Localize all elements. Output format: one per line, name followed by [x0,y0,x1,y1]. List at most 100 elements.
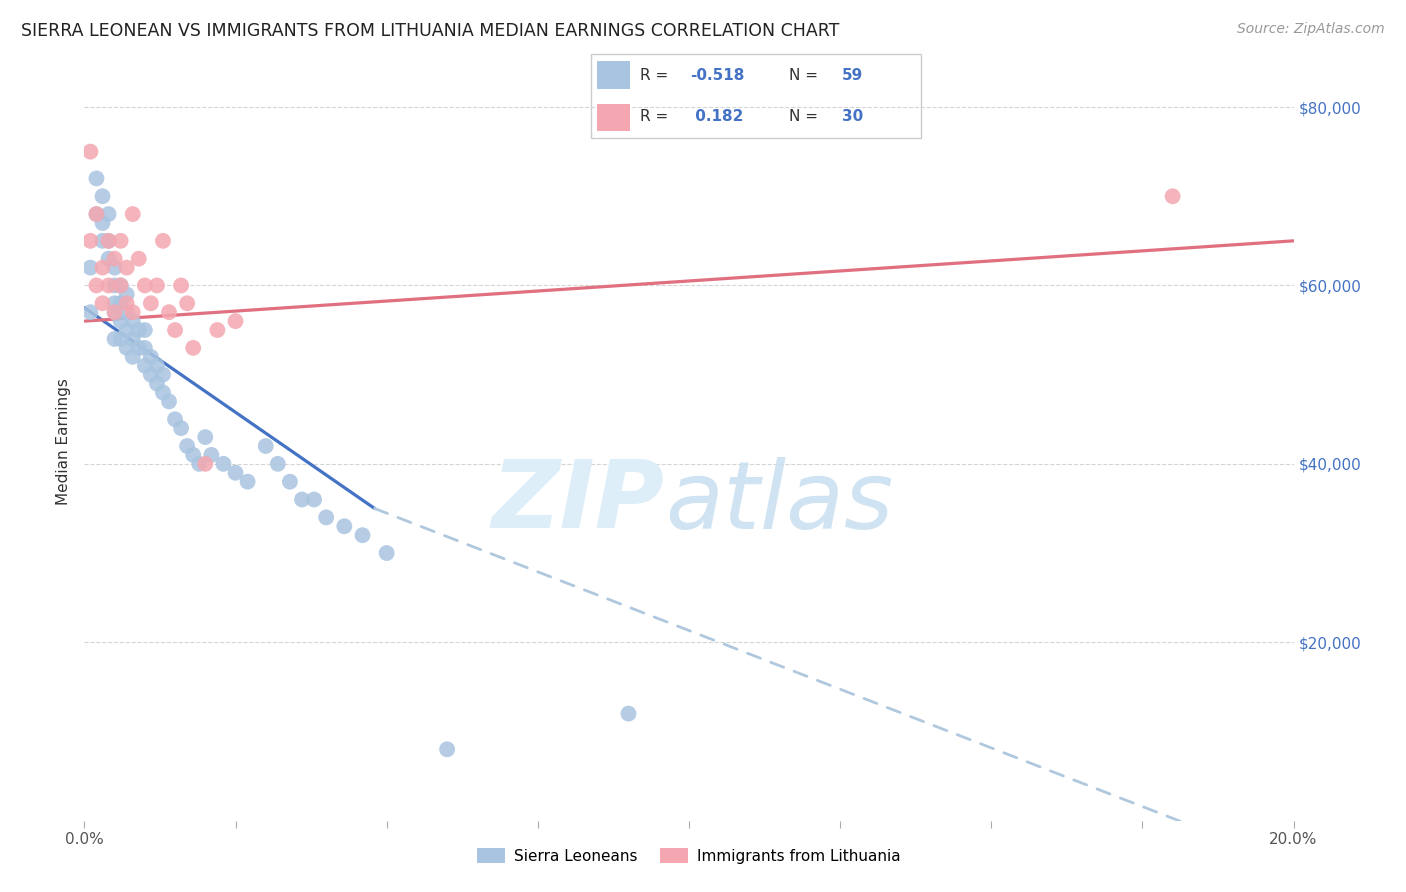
Point [115,296,138,310]
Point [436,742,458,756]
Point [176,439,198,453]
Point [79,234,101,248]
Point [165,412,187,426]
Point [115,260,138,275]
Point [375,546,398,560]
Point [134,359,156,373]
Point [86,207,108,221]
Point [110,314,132,328]
Text: 30: 30 [842,109,863,124]
Point [97,207,120,221]
Point [91,234,114,248]
Point [157,394,180,409]
Point [128,323,150,337]
Point [104,305,127,319]
Point [152,234,174,248]
Bar [598,62,630,89]
Point [188,457,211,471]
Point [115,305,138,319]
Point [110,296,132,310]
Point [170,278,193,293]
Point [104,278,127,293]
Point [134,278,156,293]
Point [115,323,138,337]
Point [212,457,235,471]
Point [181,448,204,462]
Point [79,260,101,275]
Text: ZIP: ZIP [492,456,665,549]
Point [104,296,127,310]
Point [104,260,127,275]
Point [146,278,169,293]
Point [86,207,108,221]
Legend: Sierra Leoneans, Immigrants from Lithuania: Sierra Leoneans, Immigrants from Lithuan… [471,842,907,870]
Point [225,314,247,328]
Point [97,234,120,248]
Text: N =: N = [789,68,823,83]
Text: Source: ZipAtlas.com: Source: ZipAtlas.com [1237,22,1385,37]
Point [104,332,127,346]
Point [121,332,143,346]
Point [79,145,101,159]
Text: R =: R = [640,68,673,83]
Point [121,314,143,328]
Text: -0.518: -0.518 [690,68,744,83]
Point [207,323,229,337]
Point [146,376,169,391]
Point [194,457,217,471]
Point [315,510,337,524]
Point [267,457,290,471]
Point [110,278,132,293]
Point [157,305,180,319]
Point [110,234,132,248]
Point [194,430,217,444]
Point [176,296,198,310]
Point [121,207,143,221]
Text: R =: R = [640,109,673,124]
Point [302,492,325,507]
Point [170,421,193,435]
Point [128,341,150,355]
Point [352,528,374,542]
Point [225,466,247,480]
Point [1161,189,1184,203]
Text: N =: N = [789,109,823,124]
Text: 59: 59 [842,68,863,83]
Point [200,448,222,462]
Point [91,296,114,310]
Point [181,341,204,355]
Point [278,475,301,489]
Text: atlas: atlas [665,457,893,548]
Point [236,475,259,489]
Point [134,341,156,355]
Point [139,296,162,310]
Text: SIERRA LEONEAN VS IMMIGRANTS FROM LITHUANIA MEDIAN EARNINGS CORRELATION CHART: SIERRA LEONEAN VS IMMIGRANTS FROM LITHUA… [21,22,839,40]
Bar [598,103,630,131]
Point [115,341,138,355]
Point [291,492,314,507]
Point [104,252,127,266]
Point [139,350,162,364]
Point [86,171,108,186]
Point [617,706,640,721]
Point [139,368,162,382]
Point [79,305,101,319]
Point [115,287,138,301]
Point [97,278,120,293]
Point [134,323,156,337]
Point [91,189,114,203]
Point [165,323,187,337]
Point [97,252,120,266]
Point [91,260,114,275]
Point [333,519,356,533]
Point [152,368,174,382]
Point [97,234,120,248]
Point [146,359,169,373]
Point [110,278,132,293]
Point [110,332,132,346]
Point [128,252,150,266]
Point [91,216,114,230]
Point [104,305,127,319]
Point [121,305,143,319]
Text: 0.182: 0.182 [690,109,742,124]
